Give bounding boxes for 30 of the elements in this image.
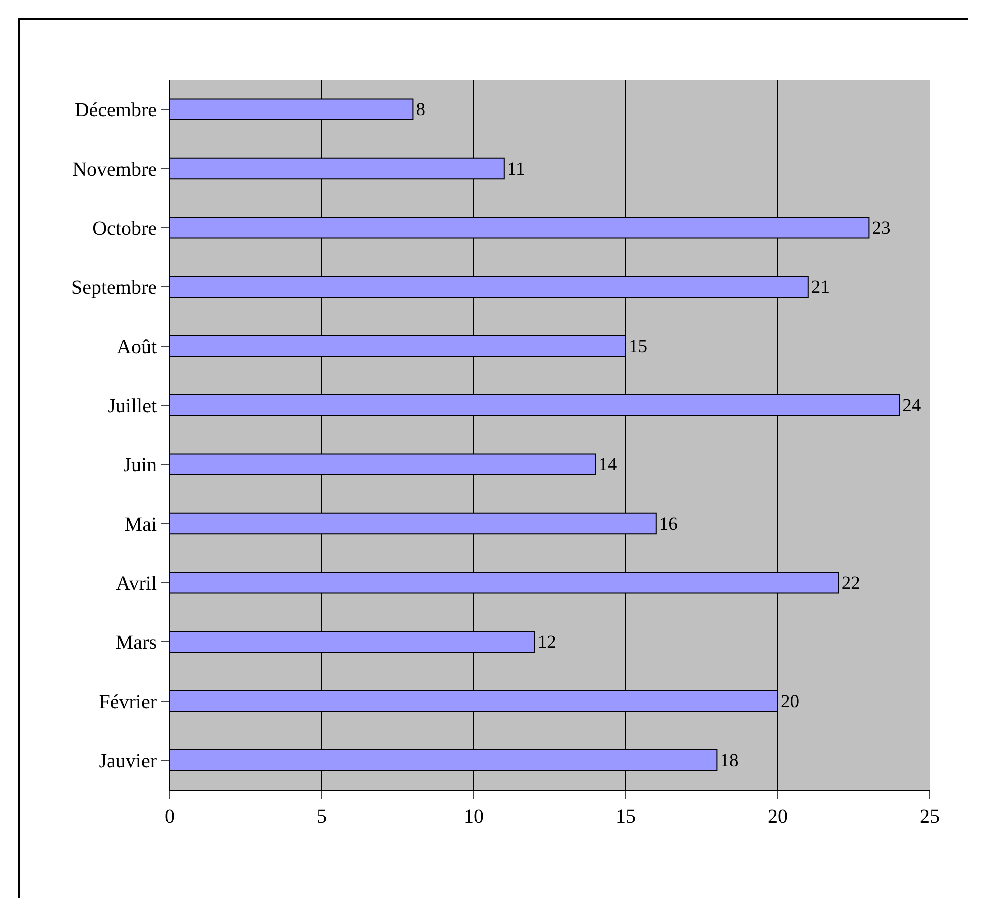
data-label: 23 <box>872 218 891 239</box>
data-label: 12 <box>538 632 556 654</box>
y-tick-label: Novembre <box>72 158 158 181</box>
data-label: 8 <box>416 100 426 121</box>
x-tick-label: 10 <box>464 806 484 828</box>
data-label: 14 <box>598 454 618 476</box>
y-tick-label: Mars <box>116 632 158 654</box>
y-tick-label: Jauvier <box>99 750 158 772</box>
x-tick-label: 20 <box>768 806 788 828</box>
data-label: 18 <box>720 750 739 772</box>
y-tick-label: Février <box>99 691 158 714</box>
y-tick-label: Avril <box>116 572 158 595</box>
x-tick-label: 0 <box>165 806 175 828</box>
y-tick-label: Juin <box>124 454 157 477</box>
y-tick-label: Septembre <box>71 277 158 300</box>
y-tick-label: Août <box>117 336 158 358</box>
y-tick-label: Mai <box>124 514 158 536</box>
x-tick-label: 15 <box>616 806 636 828</box>
data-label: 24 <box>902 395 922 416</box>
y-tick-label: Décembre <box>74 100 158 122</box>
x-tick-label: 5 <box>317 806 327 828</box>
data-label: 21 <box>811 277 830 298</box>
y-tick-label: Juillet <box>108 395 158 418</box>
data-label: 11 <box>507 158 526 180</box>
y-tick-label: Octobre <box>92 218 158 240</box>
data-label: 16 <box>659 514 678 535</box>
data-label: 15 <box>629 336 648 358</box>
x-tick-label: 25 <box>920 806 940 828</box>
data-label: 20 <box>781 691 800 712</box>
data-label: 22 <box>842 572 860 594</box>
